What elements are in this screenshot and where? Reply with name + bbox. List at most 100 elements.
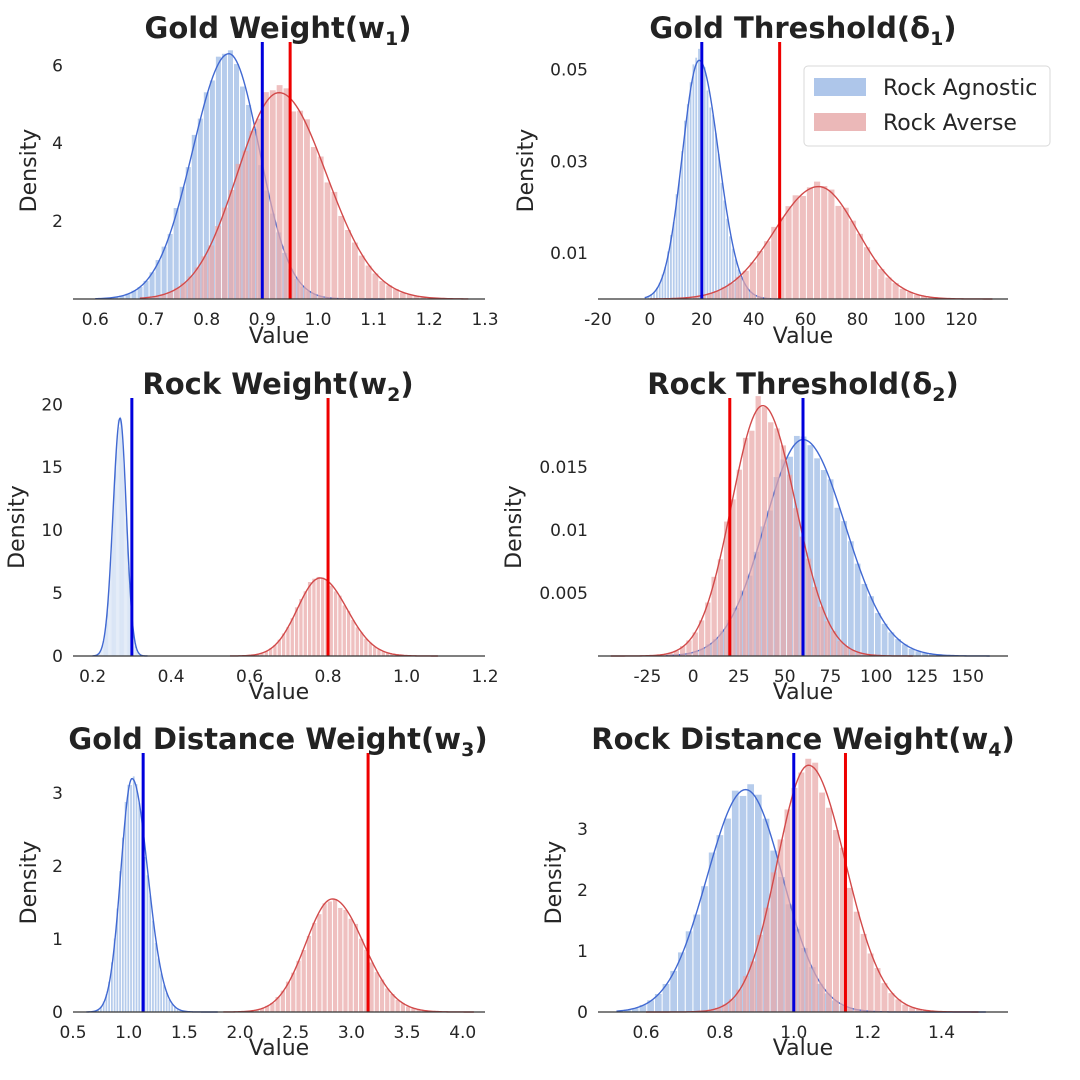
histogram-bar (667, 652, 673, 656)
histogram-bar (770, 872, 777, 1012)
histogram-bar (113, 498, 114, 656)
histogram-bar (647, 1000, 654, 1012)
histogram-bar (706, 90, 709, 300)
x-axis-label: Value (249, 680, 309, 705)
histogram-bar (698, 48, 700, 299)
histogram-bar (849, 220, 856, 299)
histogram-bar (867, 953, 874, 1012)
histogram-bar (827, 479, 834, 656)
histogram-bar (901, 644, 908, 656)
y-tick-label: 0.05 (550, 61, 588, 81)
histogram-bar (681, 151, 684, 299)
histogram-bar (208, 245, 215, 299)
legend-swatch (814, 78, 866, 96)
histogram-bar (143, 280, 149, 299)
histogram-bar (338, 595, 342, 656)
histogram-bar (717, 559, 724, 656)
histogram-bar (768, 422, 774, 656)
histogram-bar (121, 424, 122, 656)
histogram-bar (203, 92, 209, 299)
histogram-bar (246, 104, 252, 299)
histogram-bar (798, 772, 805, 1012)
x-tick-label: 0.9 (249, 310, 276, 330)
histogram-bar (365, 265, 372, 299)
histogram-bar (100, 1006, 102, 1012)
histogram-bar (686, 640, 692, 656)
panel-3: 0.2 0.4 0.6 0.8 1.0 1.2 0 5 10 15 20 Value Density Ro… (5, 367, 499, 705)
histogram-bar (124, 482, 126, 656)
histogram-bar (395, 999, 400, 1012)
histogram-bar (860, 933, 867, 1012)
kde-curve (646, 764, 979, 1013)
y-tick-label: 1 (577, 942, 588, 962)
histogram-bar (650, 294, 653, 299)
histogram-bar (835, 205, 842, 299)
histogram-bar (742, 976, 749, 1012)
histogram-bar (784, 809, 791, 1012)
histogram-bar (928, 297, 935, 299)
histogram-bar (108, 586, 110, 656)
histogram-bar (406, 1006, 411, 1012)
histogram-bar (254, 1009, 259, 1012)
histogram-bar (837, 641, 843, 656)
y-tick-label: 5 (52, 584, 63, 604)
histogram-bar (658, 282, 661, 299)
histogram-bar (771, 226, 778, 299)
histogram-bar (922, 652, 928, 656)
histogram-bar (724, 818, 731, 1012)
histogram-bar (786, 474, 793, 656)
histogram-bar (106, 616, 107, 656)
histogram-bar (706, 293, 714, 299)
histogram-bar (351, 619, 355, 656)
histogram-bar (320, 577, 325, 656)
x-tick-label: 0.8 (706, 1023, 733, 1043)
x-tick-label: 50 (774, 667, 796, 687)
histogram-bar (132, 776, 135, 1012)
x-tick-label: 2.0 (227, 1023, 254, 1043)
histogram-bar (149, 272, 155, 299)
histogram-bar (735, 276, 742, 299)
histogram-bar (720, 182, 723, 299)
histogram-bar (654, 993, 662, 1012)
histogram-bar (342, 605, 346, 656)
histogram-bar (749, 262, 756, 299)
histogram-bar (99, 651, 100, 656)
histogram-bar (714, 133, 717, 299)
histogram-bar (124, 801, 127, 1012)
histogram-bar (806, 187, 814, 299)
histogram-bar (167, 233, 173, 299)
panel-title: Rock Distance Weight(w4) (591, 722, 1015, 761)
histogram-bar (888, 993, 895, 1012)
x-tick-label: 0.6 (236, 667, 263, 687)
panel-title: Rock Threshold(δ2) (647, 367, 958, 406)
histogram-bar (290, 618, 294, 656)
histogram-bar (379, 979, 385, 1012)
histogram-bar (685, 297, 692, 299)
y-axis-label: Density (542, 841, 567, 925)
histogram-bar (420, 297, 427, 299)
histogram-bar (722, 1004, 729, 1012)
x-tick-label: 0.7 (137, 310, 164, 330)
histogram-bar (129, 585, 130, 656)
histogram-bar (863, 247, 871, 299)
histogram-bar (102, 641, 104, 656)
histogram-bar (116, 908, 119, 1012)
histogram-bar (348, 918, 353, 1012)
histogram-bar (152, 920, 154, 1012)
histogram-bar (262, 92, 269, 299)
histogram-bar (270, 1002, 275, 1012)
histogram-bar (908, 648, 915, 656)
x-tick-label: 60 (795, 310, 817, 330)
x-tick-label: -25 (634, 667, 662, 687)
histogram-bar (201, 256, 208, 299)
histogram-bar (137, 286, 143, 299)
histogram-bar (703, 67, 706, 299)
histogram-bar (799, 195, 806, 299)
histogram-bar (155, 260, 161, 299)
histogram-bar (118, 427, 120, 656)
histogram-bar (385, 988, 390, 1012)
histogram-bar (173, 208, 179, 299)
histogram-bar (343, 909, 348, 1012)
histogram-bar (264, 651, 268, 656)
x-tick-label: 1.5 (171, 1023, 198, 1043)
